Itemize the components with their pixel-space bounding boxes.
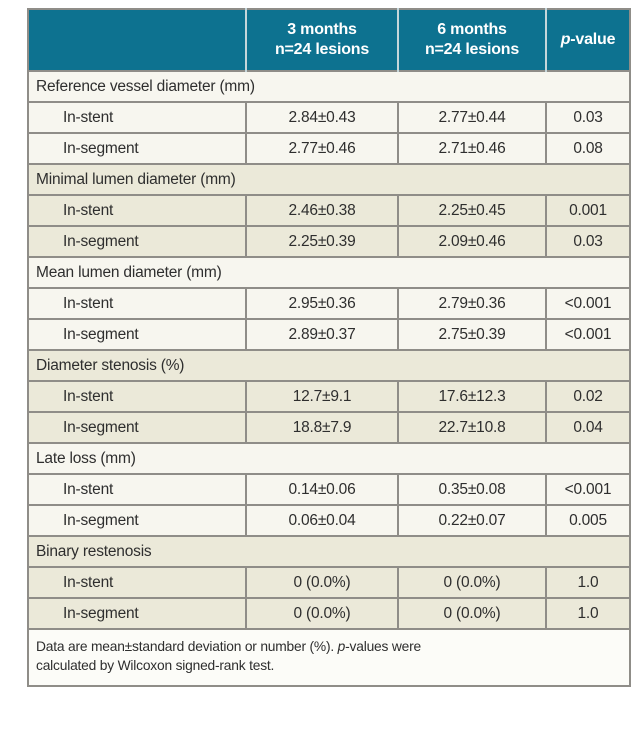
qca-results-table: 3 months n=24 lesions 6 months n=24 lesi… bbox=[27, 8, 631, 687]
header-p-value: p-value bbox=[545, 9, 630, 71]
table-row: In-stent 0.14±0.06 0.35±0.08 <0.001 bbox=[28, 473, 630, 505]
value-6m: 2.09±0.46 bbox=[397, 225, 546, 257]
row-label: In-stent bbox=[28, 566, 246, 598]
value-p: <0.001 bbox=[545, 318, 630, 350]
row-label: In-stent bbox=[28, 473, 246, 505]
value-3m: 18.8±7.9 bbox=[245, 411, 398, 443]
footnote: Data are mean±standard deviation or numb… bbox=[28, 628, 630, 686]
value-6m: 2.77±0.44 bbox=[397, 101, 546, 133]
footnote-row: Data are mean±standard deviation or numb… bbox=[28, 628, 630, 686]
value-p: 0.03 bbox=[545, 225, 630, 257]
value-p: 0.08 bbox=[545, 132, 630, 164]
value-p: <0.001 bbox=[545, 287, 630, 319]
footnote-text: Data are mean±standard deviation or numb… bbox=[36, 639, 338, 654]
section-title: Late loss (mm) bbox=[28, 442, 630, 474]
value-3m: 12.7±9.1 bbox=[245, 380, 398, 412]
value-p: 1.0 bbox=[545, 597, 630, 629]
table-row: In-segment 0.06±0.04 0.22±0.07 0.005 bbox=[28, 504, 630, 536]
value-6m: 2.79±0.36 bbox=[397, 287, 546, 319]
row-label: In-segment bbox=[28, 504, 246, 536]
section-header-reference-vessel-diameter: Reference vessel diameter (mm) bbox=[28, 70, 630, 102]
p-rest: -value bbox=[570, 30, 616, 48]
section-title: Mean lumen diameter (mm) bbox=[28, 256, 630, 288]
header-3-months-line2: n=24 lesions bbox=[274, 41, 370, 58]
value-6m: 0 (0.0%) bbox=[397, 566, 546, 598]
row-label: In-stent bbox=[28, 194, 246, 226]
table-row: In-stent 2.95±0.36 2.79±0.36 <0.001 bbox=[28, 287, 630, 319]
section-header-late-loss: Late loss (mm) bbox=[28, 442, 630, 474]
section-header-mean-lumen-diameter: Mean lumen diameter (mm) bbox=[28, 256, 630, 288]
header-row: 3 months n=24 lesions 6 months n=24 lesi… bbox=[28, 9, 630, 71]
value-6m: 0.22±0.07 bbox=[397, 504, 546, 536]
value-6m: 0.35±0.08 bbox=[397, 473, 546, 505]
value-p: 0.02 bbox=[545, 380, 630, 412]
section-title: Binary restenosis bbox=[28, 535, 630, 567]
table-body: Reference vessel diameter (mm) In-stent … bbox=[28, 70, 630, 686]
header-empty-cell bbox=[28, 9, 246, 71]
value-p: <0.001 bbox=[545, 473, 630, 505]
section-header-binary-restenosis: Binary restenosis bbox=[28, 535, 630, 567]
table-row: In-segment 0 (0.0%) 0 (0.0%) 1.0 bbox=[28, 597, 630, 629]
value-p: 0.04 bbox=[545, 411, 630, 443]
header-6-months: 6 months n=24 lesions bbox=[397, 9, 546, 71]
table-row: In-segment 2.25±0.39 2.09±0.46 0.03 bbox=[28, 225, 630, 257]
footnote-text: -values were bbox=[345, 639, 421, 654]
value-3m: 0.14±0.06 bbox=[245, 473, 398, 505]
table-row: In-stent 2.46±0.38 2.25±0.45 0.001 bbox=[28, 194, 630, 226]
row-label: In-segment bbox=[28, 132, 246, 164]
header-6-months-line1: 6 months bbox=[437, 20, 507, 38]
row-label: In-stent bbox=[28, 380, 246, 412]
value-p: 1.0 bbox=[545, 566, 630, 598]
row-label: In-segment bbox=[28, 225, 246, 257]
value-3m: 2.95±0.36 bbox=[245, 287, 398, 319]
value-p: 0.03 bbox=[545, 101, 630, 133]
table-row: In-segment 18.8±7.9 22.7±10.8 0.04 bbox=[28, 411, 630, 443]
footnote-line2: calculated by Wilcoxon signed-rank test. bbox=[36, 658, 275, 674]
row-label: In-segment bbox=[28, 318, 246, 350]
value-3m: 2.77±0.46 bbox=[245, 132, 398, 164]
header-3-months-line1: 3 months bbox=[287, 20, 357, 38]
qca-results-table-container: 3 months n=24 lesions 6 months n=24 lesi… bbox=[27, 8, 631, 687]
header-3-months: 3 months n=24 lesions bbox=[245, 9, 398, 71]
section-title: Diameter stenosis (%) bbox=[28, 349, 630, 381]
p-italic: p bbox=[560, 30, 571, 48]
value-6m: 2.25±0.45 bbox=[397, 194, 546, 226]
value-3m: 2.46±0.38 bbox=[245, 194, 398, 226]
value-6m: 0 (0.0%) bbox=[397, 597, 546, 629]
row-label: In-segment bbox=[28, 411, 246, 443]
value-p: 0.001 bbox=[545, 194, 630, 226]
value-6m: 17.6±12.3 bbox=[397, 380, 546, 412]
footnote-line1: Data are mean±standard deviation or numb… bbox=[36, 637, 621, 656]
value-3m: 0.06±0.04 bbox=[245, 504, 398, 536]
section-header-minimal-lumen-diameter: Minimal lumen diameter (mm) bbox=[28, 163, 630, 195]
table-header: 3 months n=24 lesions 6 months n=24 lesi… bbox=[28, 9, 630, 71]
value-6m: 2.75±0.39 bbox=[397, 318, 546, 350]
footnote-p-italic: p bbox=[337, 639, 346, 654]
value-3m: 0 (0.0%) bbox=[245, 597, 398, 629]
row-label: In-stent bbox=[28, 101, 246, 133]
row-label: In-stent bbox=[28, 287, 246, 319]
table-row: In-segment 2.89±0.37 2.75±0.39 <0.001 bbox=[28, 318, 630, 350]
value-6m: 2.71±0.46 bbox=[397, 132, 546, 164]
value-3m: 0 (0.0%) bbox=[245, 566, 398, 598]
value-6m: 22.7±10.8 bbox=[397, 411, 546, 443]
table-row: In-segment 2.77±0.46 2.71±0.46 0.08 bbox=[28, 132, 630, 164]
table-row: In-stent 0 (0.0%) 0 (0.0%) 1.0 bbox=[28, 566, 630, 598]
section-header-diameter-stenosis: Diameter stenosis (%) bbox=[28, 349, 630, 381]
value-3m: 2.84±0.43 bbox=[245, 101, 398, 133]
table-row: In-stent 2.84±0.43 2.77±0.44 0.03 bbox=[28, 101, 630, 133]
row-label: In-segment bbox=[28, 597, 246, 629]
value-3m: 2.25±0.39 bbox=[245, 225, 398, 257]
section-title: Minimal lumen diameter (mm) bbox=[28, 163, 630, 195]
value-3m: 2.89±0.37 bbox=[245, 318, 398, 350]
header-6-months-line2: n=24 lesions bbox=[424, 41, 520, 58]
section-title: Reference vessel diameter (mm) bbox=[28, 70, 630, 102]
value-p: 0.005 bbox=[545, 504, 630, 536]
table-row: In-stent 12.7±9.1 17.6±12.3 0.02 bbox=[28, 380, 630, 412]
